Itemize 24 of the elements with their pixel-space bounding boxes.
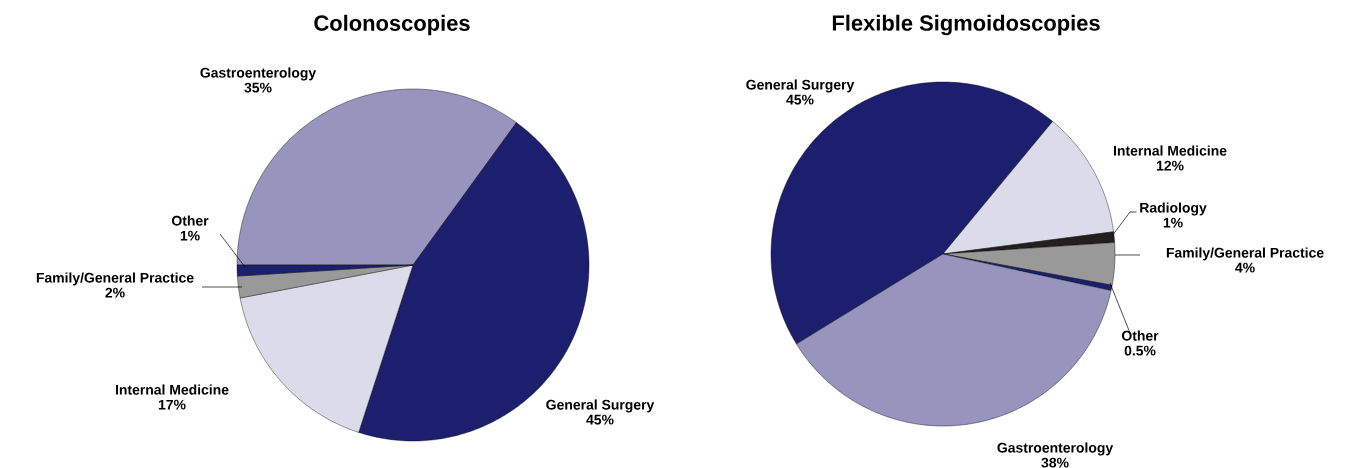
slice-label: Internal Medicine <box>115 384 229 395</box>
data-label: 45% <box>786 94 814 105</box>
data-label: 1% <box>1163 217 1183 228</box>
slice-label: General Surgery <box>546 399 655 413</box>
slice-label: Radiology <box>1140 202 1207 216</box>
slice-label: Gastroenterology <box>200 67 317 81</box>
chart-title: Flexible Sigmoidoscopies <box>832 14 1100 36</box>
data-label: 35% <box>244 82 272 93</box>
data-label: 4% <box>1235 262 1255 273</box>
slice-label: Other <box>1121 330 1159 341</box>
data-label: 17% <box>158 399 186 410</box>
data-label: 38% <box>1041 457 1069 468</box>
chart-title: Colonoscopies <box>314 14 470 36</box>
slice-label: General Surgery <box>746 79 855 93</box>
legend-label: Family/General Practice <box>1166 247 1324 261</box>
data-label: 2% <box>105 287 125 298</box>
data-label: 12% <box>1156 160 1184 171</box>
data-label: 0.5% <box>1124 345 1156 356</box>
data-label: 45% <box>586 414 614 425</box>
slice-label: Internal Medicine <box>1114 145 1227 156</box>
slice-label: Gastroenterology <box>997 442 1114 456</box>
slice-label: Family/General Practice <box>36 272 194 286</box>
slice-label: Other <box>171 215 209 226</box>
data-label: 1% <box>180 230 200 241</box>
